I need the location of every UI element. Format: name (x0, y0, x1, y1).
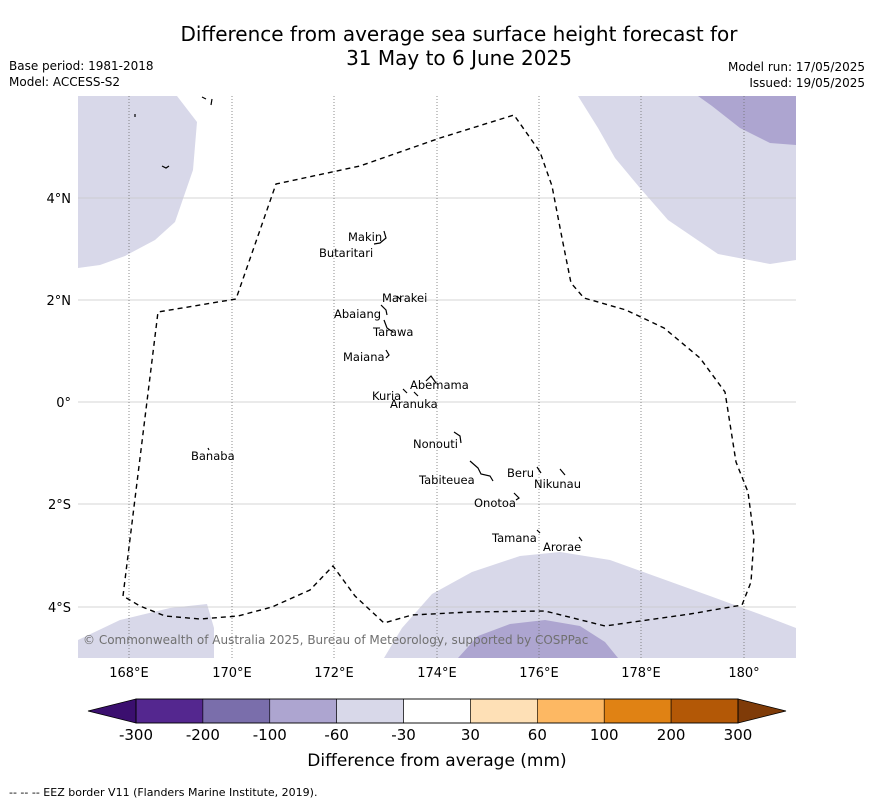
anomaly-region-s (384, 552, 796, 658)
place-label: Tabiteuea (418, 473, 475, 487)
colorbar-low-outline (87, 698, 137, 724)
island-marker (380, 304, 388, 316)
place-label: Nonouti (413, 437, 458, 451)
place-label: Banaba (191, 449, 235, 463)
map-panel: Makin Butaritari Marakei Abaiang Tarawa … (78, 96, 796, 658)
gridlines (78, 96, 796, 658)
model-run: Model run: 17/05/2025 (727, 60, 865, 74)
place-label: Marakei (382, 291, 427, 305)
island-marker (402, 388, 419, 397)
colorbar-tick-label: -60 (324, 726, 349, 744)
place-label: Abemama (410, 378, 469, 392)
colorbar-segment (670, 698, 739, 724)
island-marker (513, 492, 520, 501)
y-tick-label: 4°S (48, 601, 71, 616)
title-line-2: 31 May to 6 June 2025 (346, 46, 572, 70)
place-label: Arorae (543, 540, 581, 554)
colorbar-tick-label: -100 (252, 726, 287, 744)
colorbar-tick-label: -30 (391, 726, 416, 744)
place-label: Butaritari (319, 246, 373, 260)
colorbar-segment (336, 698, 404, 724)
colorbar-segment (603, 698, 672, 724)
anomaly-region-ne (578, 96, 796, 264)
x-tick-label: 170°E (212, 666, 252, 681)
place-label: Aranuka (390, 397, 438, 411)
island-marker (385, 349, 390, 359)
anomaly-region-ne-strong (698, 96, 796, 145)
place-label: Makin (348, 230, 382, 244)
colorbar-high-extension (738, 699, 786, 723)
colorbar-segment (202, 698, 271, 724)
y-tick-label: 4°N (47, 192, 72, 207)
y-tick-label: 2°N (47, 294, 72, 309)
island-marker (453, 431, 462, 444)
y-axis: 4°N 2°N 0° 2°S 4°S (47, 192, 72, 616)
meta-left: Base period: 1981-2018 Model: ACCESS-S2 (9, 58, 154, 90)
x-tick-label: 172°E (314, 666, 354, 681)
colorbar-tick-label: 200 (656, 726, 686, 744)
eez-border (122, 114, 755, 627)
place-label: Beru (507, 466, 534, 480)
island-marker (201, 96, 213, 106)
island-marker (207, 447, 210, 451)
title-line-1: Difference from average sea surface heig… (180, 22, 738, 46)
place-label: Tamana (491, 531, 537, 545)
colorbar-segment (403, 698, 471, 724)
colorbar-low-extension (88, 699, 136, 723)
x-tick-label: 180° (728, 666, 759, 681)
anomaly-region-nw (78, 96, 197, 268)
colorbar-tick-label: 30 (460, 726, 480, 744)
island-marker (536, 529, 583, 542)
place-label: Abaiang (334, 307, 381, 321)
issued-date: Issued: 19/05/2025 (749, 76, 865, 90)
y-tick-label: 0° (56, 396, 71, 411)
model-name: Model: ACCESS-S2 (9, 75, 121, 89)
islands (134, 96, 583, 542)
colorbar-high-outline (737, 698, 787, 724)
place-label: Tarawa (372, 325, 413, 339)
copyright-notice: © Commonwealth of Australia 2025, Bureau… (83, 633, 588, 647)
island-marker (383, 319, 394, 333)
colorbar-segment (470, 698, 538, 724)
anomaly-shading (78, 96, 796, 658)
place-label: Kuria (372, 389, 401, 403)
x-tick-label: 176°E (519, 666, 559, 681)
colorbar-tick-label: -200 (185, 726, 220, 744)
eez-footnote: -- -- -- EEZ border V11 (Flanders Marine… (9, 786, 318, 799)
colorbar-tick-label: 60 (527, 726, 547, 744)
meta-right: Model run: 17/05/2025 Issued: 19/05/2025 (728, 59, 865, 91)
place-labels: Makin Butaritari Marakei Abaiang Tarawa … (191, 230, 581, 554)
map-title: Difference from average sea surface heig… (0, 22, 873, 70)
island-marker (536, 466, 566, 476)
anomaly-region-s-strong (458, 620, 618, 658)
x-axis: 168°E 170°E 172°E 174°E 176°E 178°E 180° (109, 666, 759, 681)
island-marker (373, 230, 387, 245)
colorbar-segment (537, 698, 605, 724)
x-tick-label: 178°E (621, 666, 661, 681)
island-marker (469, 460, 494, 482)
x-tick-label: 168°E (109, 666, 149, 681)
colorbar-tick-label: 100 (589, 726, 619, 744)
y-tick-label: 2°S (48, 498, 71, 513)
colorbar-segment (135, 698, 204, 724)
base-period: Base period: 1981-2018 (9, 59, 154, 73)
colorbar-title: Difference from average (mm) (307, 751, 567, 771)
island-marker (425, 375, 437, 384)
island-marker (396, 295, 402, 301)
place-label: Nikunau (534, 477, 581, 491)
colorbar-segment (269, 698, 337, 724)
colorbar (87, 698, 787, 724)
place-label: Maiana (343, 350, 385, 364)
island-marker (161, 165, 170, 169)
colorbar-tick-label: 300 (723, 726, 753, 744)
colorbar-tick-label: -300 (118, 726, 154, 744)
place-label: Onotoa (474, 496, 516, 510)
x-tick-label: 174°E (417, 666, 457, 681)
